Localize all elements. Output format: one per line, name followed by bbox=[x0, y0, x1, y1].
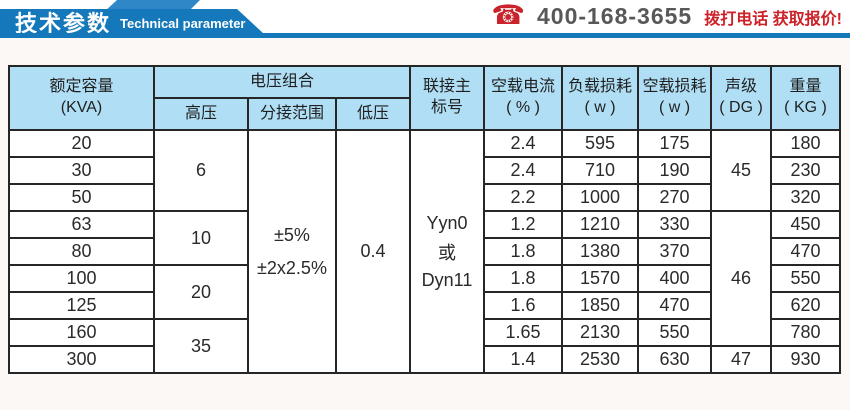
cell-kva: 80 bbox=[8, 237, 155, 266]
cell-connection-symbol: Yyn0 或 Dyn11 bbox=[409, 129, 486, 374]
cell-noload-loss: 330 bbox=[637, 210, 713, 239]
page-title-en: Technical parameter bbox=[120, 16, 246, 31]
cell-kva: 50 bbox=[8, 183, 155, 212]
cell-kva: 30 bbox=[8, 156, 155, 185]
cell-noload-loss: 270 bbox=[637, 183, 713, 212]
header-tap-range: 分接范围 bbox=[247, 97, 337, 131]
technical-parameters-table: 额定容量 (KVA) 电压组合 联接主 标号 空载电流 ( % ) 负载损耗 (… bbox=[8, 65, 842, 374]
cell-noload-loss: 470 bbox=[637, 291, 713, 320]
table-row: 50 2.2 1000 270 320 bbox=[8, 183, 842, 212]
cell-tap-range: ±5% ±2x2.5% bbox=[247, 129, 337, 374]
cell-kva: 125 bbox=[8, 291, 155, 320]
header-high-voltage: 高压 bbox=[153, 97, 249, 131]
top-banner: 技术参数 Technical parameter ☎ 400-168-3655 … bbox=[0, 0, 850, 38]
header-row-1: 额定容量 (KVA) 电压组合 联接主 标号 空载电流 ( % ) 负载损耗 (… bbox=[8, 65, 842, 131]
table-row: 30 2.4 710 190 230 bbox=[8, 156, 842, 185]
cell-noload-current: 1.6 bbox=[483, 291, 564, 320]
table-row: 20 6 ±5% ±2x2.5% 0.4 Yyn0 或 Dyn11 2.4 59… bbox=[8, 129, 842, 374]
cell-noload-loss: 190 bbox=[637, 156, 713, 185]
phone-icon: ☎ bbox=[491, 0, 525, 30]
cell-sound-group: 46 bbox=[710, 210, 773, 347]
cell-load-loss: 1850 bbox=[561, 291, 640, 320]
cell-noload-current: 1.8 bbox=[483, 264, 564, 293]
cell-noload-loss: 550 bbox=[637, 318, 713, 347]
cell-load-loss: 2130 bbox=[561, 318, 640, 347]
cell-noload-current: 1.8 bbox=[483, 237, 564, 266]
header-row-2: 高压 分接范围 低压 bbox=[9, 97, 840, 131]
cell-sound-group: 45 bbox=[710, 129, 773, 212]
cell-noload-loss: 175 bbox=[637, 129, 713, 158]
cell-noload-current: 2.2 bbox=[483, 183, 564, 212]
cell-noload-loss: 630 bbox=[637, 345, 713, 374]
header-low-voltage: 低压 bbox=[334, 97, 412, 131]
header-noload-loss: 空载损耗 ( w ) bbox=[637, 65, 713, 131]
cell-load-loss: 1380 bbox=[561, 237, 640, 266]
table-row: 300 1.4 2530 630 47 930 bbox=[8, 345, 842, 374]
cell-weight: 180 bbox=[770, 129, 842, 158]
table-row: 63 10 1.2 1210 330 46 450 bbox=[8, 210, 842, 347]
phone-number[interactable]: 400-168-3655 bbox=[536, 3, 693, 29]
page-title: 技术参数 bbox=[15, 10, 112, 36]
cell-sound-group: 47 bbox=[710, 345, 773, 374]
cell-kva: 300 bbox=[8, 345, 155, 374]
cell-noload-loss: 400 bbox=[637, 264, 713, 293]
call-cta-text[interactable]: 拨打电话 获取报价! bbox=[704, 10, 842, 28]
table-row: 100 20 1.8 1570 400 550 bbox=[8, 264, 842, 320]
cell-hv-group: 20 bbox=[153, 264, 249, 320]
header-rated-capacity: 额定容量 (KVA) bbox=[8, 65, 155, 131]
cell-load-loss: 1210 bbox=[561, 210, 640, 239]
cell-weight: 320 bbox=[770, 183, 842, 212]
cell-hv-group: 10 bbox=[153, 210, 249, 266]
cell-weight: 230 bbox=[770, 156, 842, 185]
section-title-banner: 技术参数 Technical parameter bbox=[0, 9, 264, 34]
cell-kva: 100 bbox=[8, 264, 155, 293]
cell-load-loss: 1000 bbox=[561, 183, 640, 212]
cell-weight: 930 bbox=[770, 345, 842, 374]
cell-noload-loss: 370 bbox=[637, 237, 713, 266]
phone-contact-block[interactable]: ☎ 400-168-3655 拨打电话 获取报价! bbox=[491, 0, 842, 33]
cell-hv-group: 6 bbox=[153, 129, 249, 212]
cell-noload-current: 2.4 bbox=[483, 156, 564, 185]
cell-noload-current: 1.4 bbox=[483, 345, 564, 374]
cell-weight: 550 bbox=[770, 264, 842, 293]
table-row: 160 35 1.65 2130 550 780 bbox=[8, 318, 842, 374]
header-load-loss: 负载损耗 ( w ) bbox=[561, 65, 640, 131]
cell-noload-current: 1.65 bbox=[483, 318, 564, 347]
header-noload-current: 空载电流 ( % ) bbox=[483, 65, 564, 131]
cell-kva: 160 bbox=[8, 318, 155, 347]
cell-kva: 63 bbox=[8, 210, 155, 239]
cell-load-loss: 2530 bbox=[561, 345, 640, 374]
header-connection-symbol: 联接主 标号 bbox=[409, 65, 486, 131]
cell-weight: 470 bbox=[770, 237, 842, 266]
header-sound-level: 声级 ( DG ) bbox=[710, 65, 773, 131]
cell-load-loss: 595 bbox=[561, 129, 640, 158]
cell-weight: 620 bbox=[770, 291, 842, 320]
cell-load-loss: 1570 bbox=[561, 264, 640, 293]
cell-hv-group: 35 bbox=[153, 318, 249, 374]
cell-weight: 780 bbox=[770, 318, 842, 347]
cell-noload-current: 2.4 bbox=[483, 129, 564, 158]
cell-weight: 450 bbox=[770, 210, 842, 239]
cell-low-voltage: 0.4 bbox=[334, 129, 412, 374]
cell-noload-current: 1.2 bbox=[483, 210, 564, 239]
cell-load-loss: 710 bbox=[561, 156, 640, 185]
cell-kva: 20 bbox=[8, 129, 155, 158]
banner-underline bbox=[0, 33, 850, 38]
table-row: 80 1.8 1380 370 470 bbox=[8, 237, 842, 266]
table-row: 125 1.6 1850 470 620 bbox=[8, 291, 842, 320]
header-voltage-combination: 电压组合 bbox=[152, 65, 412, 99]
header-weight: 重量 ( KG ) bbox=[770, 65, 842, 131]
